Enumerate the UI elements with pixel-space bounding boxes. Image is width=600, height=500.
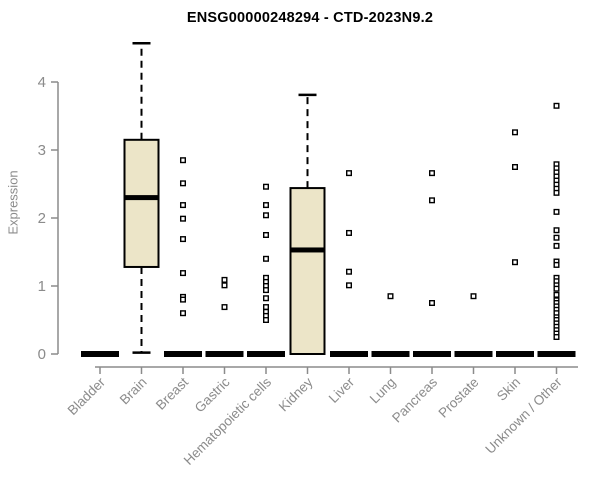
- collapsed-box: [496, 351, 534, 357]
- chart-title: ENSG00000248294 - CTD-2023N9.2: [186, 10, 434, 26]
- x-tick-label: Kidney: [276, 374, 316, 414]
- outlier-point: [512, 259, 519, 266]
- outlier-point: [179, 296, 186, 303]
- outlier-point: [179, 270, 186, 277]
- x-tick-label: Breast: [153, 374, 191, 412]
- outlier-point: [553, 334, 560, 341]
- x-tick-label: Gastric: [192, 374, 233, 415]
- x-tick-label: Pancreas: [389, 374, 440, 425]
- median-line: [290, 247, 325, 253]
- x-tick-label: Bladder: [65, 374, 109, 418]
- x-tick-label: Prostate: [435, 375, 481, 421]
- collapsed-box: [164, 351, 202, 357]
- outlier-point: [470, 293, 477, 300]
- outlier-point: [346, 268, 353, 275]
- outlier-point: [429, 197, 436, 204]
- outlier-point: [429, 170, 436, 177]
- box: [123, 138, 160, 268]
- outlier-point: [346, 282, 353, 289]
- outlier-point: [179, 202, 186, 209]
- y-tick-label: 4: [38, 74, 46, 91]
- outlier-point: [387, 293, 394, 300]
- median-line: [124, 195, 159, 201]
- outlier-point: [553, 261, 560, 268]
- outlier-point: [512, 129, 519, 136]
- outlier-point: [263, 317, 270, 324]
- collapsed-box: [413, 351, 451, 357]
- outlier-point: [221, 304, 228, 311]
- x-tick-label: Brain: [117, 375, 150, 408]
- y-tick-label: 0: [38, 346, 46, 363]
- outlier-point: [263, 183, 270, 190]
- outlier-point: [179, 215, 186, 222]
- outlier-point: [346, 229, 353, 236]
- x-tick-label: Liver: [326, 374, 358, 406]
- y-tick-label: 1: [38, 278, 46, 295]
- outlier-point: [553, 234, 560, 241]
- collapsed-box: [371, 351, 410, 357]
- x-tick-label: Unknown / Other: [482, 374, 565, 457]
- outlier-point: [263, 231, 270, 238]
- collapsed-box: [247, 351, 285, 357]
- outlier-point: [263, 255, 270, 262]
- collapsed-box: [81, 351, 119, 357]
- collapsed-box: [330, 351, 368, 357]
- box: [289, 187, 326, 355]
- x-tick-label: Skin: [494, 375, 523, 404]
- outlier-point: [263, 304, 270, 311]
- outlier-point: [512, 163, 519, 170]
- outlier-point: [179, 180, 186, 187]
- collapsed-box: [205, 351, 244, 357]
- outlier-point: [263, 295, 270, 302]
- outlier-point: [179, 310, 186, 317]
- x-tick-label: Lung: [367, 375, 399, 407]
- outlier-point: [553, 208, 560, 215]
- outlier-point: [553, 189, 560, 196]
- outlier-point: [553, 227, 560, 234]
- outlier-point: [263, 202, 270, 209]
- outlier-point: [429, 300, 436, 307]
- outlier-point: [553, 285, 560, 292]
- outlier-point: [553, 242, 560, 249]
- collapsed-box: [537, 351, 576, 357]
- outlier-point: [221, 282, 228, 289]
- y-tick-label: 3: [38, 142, 46, 159]
- outlier-point: [263, 212, 270, 219]
- outlier-point: [346, 170, 353, 177]
- outlier-point: [179, 236, 186, 243]
- outlier-point: [179, 157, 186, 164]
- outlier-point: [553, 102, 560, 109]
- outlier-point: [553, 291, 560, 298]
- outlier-point: [263, 287, 270, 294]
- collapsed-box: [454, 351, 493, 357]
- y-tick-label: 2: [38, 210, 46, 227]
- outlier-point: [221, 276, 228, 283]
